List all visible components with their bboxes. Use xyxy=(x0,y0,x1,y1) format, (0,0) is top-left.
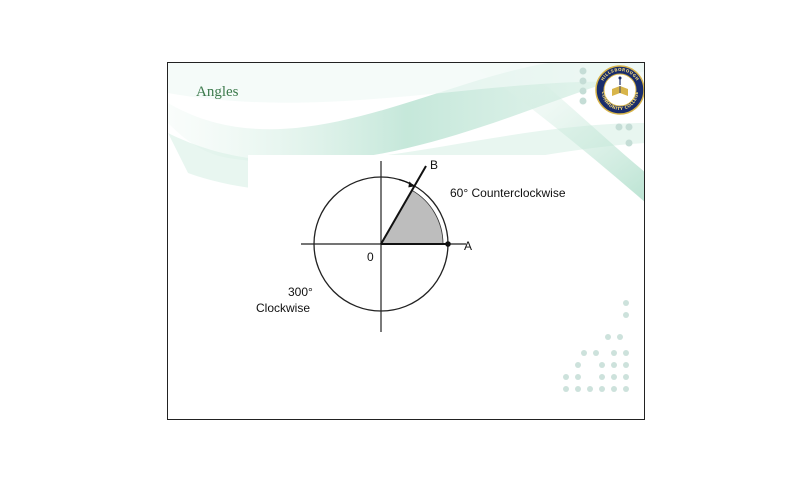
terminal-ray xyxy=(380,165,427,245)
seal-book-icon xyxy=(612,76,628,96)
slide-title: Angles xyxy=(196,84,239,100)
clockwise-degrees-label: 300° xyxy=(288,285,313,299)
angle-sector xyxy=(380,189,444,245)
counterclockwise-label: 60° Counterclockwise xyxy=(450,186,566,200)
clockwise-label: Clockwise xyxy=(256,301,310,315)
slide: Angles HILLSBOROUGH COMMUNITY COLLEGE B … xyxy=(167,62,645,420)
dot-pattern-top xyxy=(579,67,633,147)
origin-label: 0 xyxy=(367,250,374,264)
angle-diagram: B 60° Counterclockwise A 0 300° Clockwis… xyxy=(248,155,583,335)
point-a-dot xyxy=(445,241,451,247)
rotation-arrowhead xyxy=(408,181,415,188)
point-a-label: A xyxy=(464,239,472,253)
dot-pattern-bottom xyxy=(563,300,629,392)
college-seal-logo: HILLSBOROUGH COMMUNITY COLLEGE xyxy=(595,65,644,115)
point-b-label: B xyxy=(430,158,438,172)
